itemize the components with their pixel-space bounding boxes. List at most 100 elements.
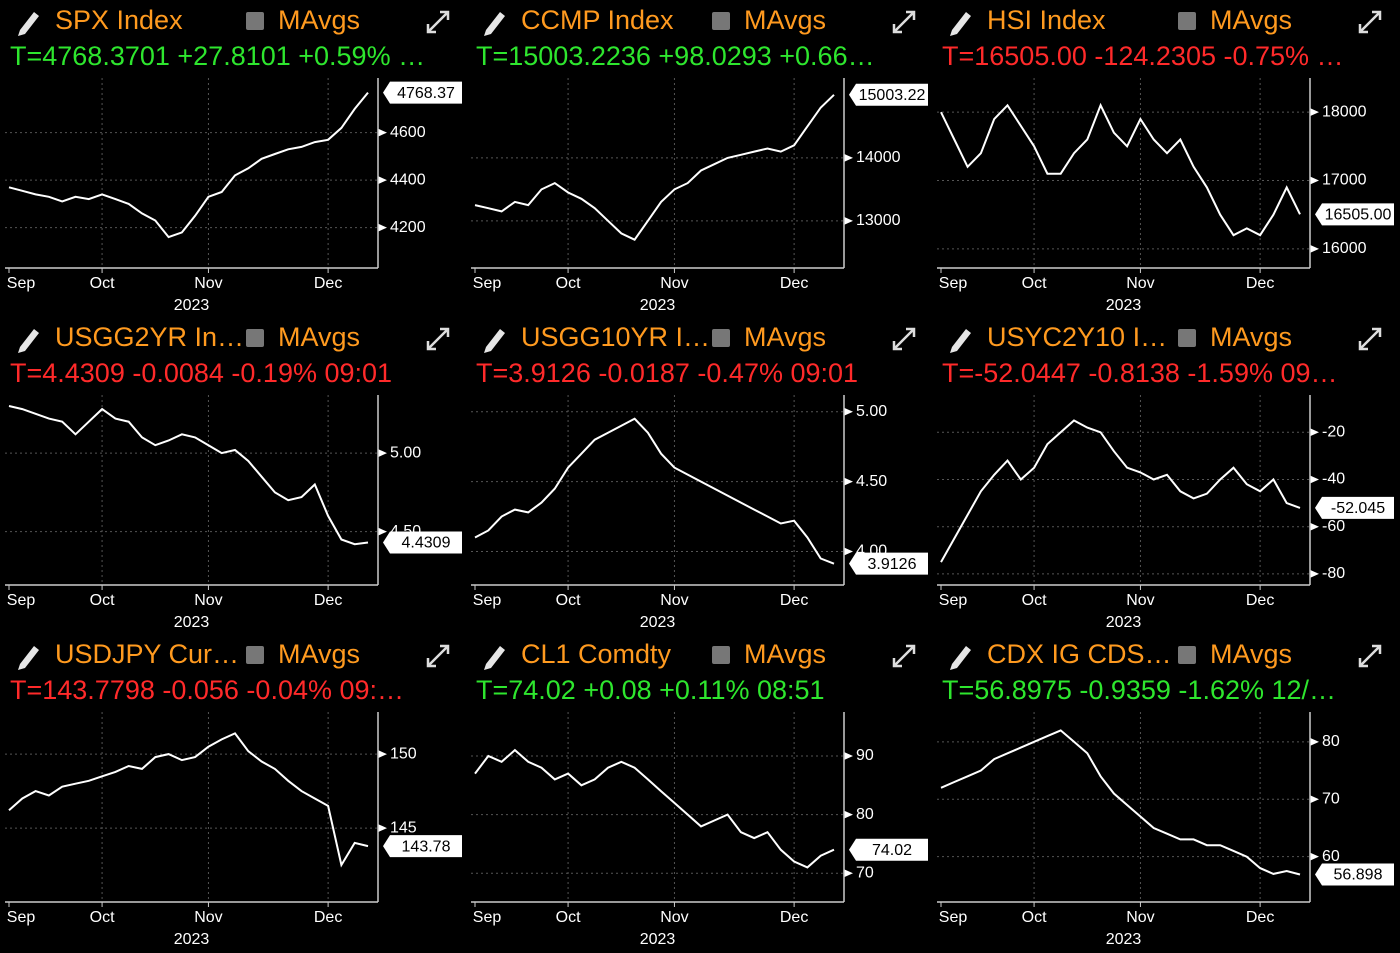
x-axis-label: 2023 bbox=[174, 297, 210, 314]
price-flag-label: 74.02 bbox=[872, 842, 912, 859]
tick-mark bbox=[378, 128, 387, 137]
x-tick-label: Dec bbox=[780, 275, 808, 292]
x-tick-label: Oct bbox=[1022, 592, 1047, 609]
quote: T=143.7798 -0.056 -0.04% 09:… bbox=[10, 675, 404, 705]
y-tick-label: 150 bbox=[390, 745, 417, 762]
x-axis-label: 2023 bbox=[1106, 614, 1142, 631]
expand-icon[interactable] bbox=[426, 644, 450, 668]
mavgs-checkbox[interactable] bbox=[712, 329, 730, 347]
price-flag bbox=[849, 838, 928, 861]
mavgs-checkbox[interactable] bbox=[1178, 12, 1196, 30]
edit-icon[interactable] bbox=[484, 12, 505, 36]
tick-mark bbox=[1310, 244, 1319, 253]
expand-icon[interactable] bbox=[1358, 327, 1382, 351]
mavgs-checkbox[interactable] bbox=[1178, 329, 1196, 347]
price-flag bbox=[1315, 496, 1394, 519]
edit-icon[interactable] bbox=[18, 329, 39, 353]
price-line bbox=[474, 94, 835, 241]
price-line bbox=[474, 417, 835, 565]
tick-mark bbox=[1310, 428, 1319, 437]
x-axis-label: 2023 bbox=[174, 931, 210, 948]
tick-mark bbox=[1310, 108, 1319, 117]
expand-icon[interactable] bbox=[426, 327, 450, 351]
expand-icon[interactable] bbox=[892, 10, 916, 34]
chart-panel: USGG10YR I… MAvgs T=3.9126 -0.0187 -0.47% … bbox=[471, 322, 928, 631]
price-flag-label: 143.78 bbox=[402, 838, 451, 855]
price-flag-label: 15003.22 bbox=[859, 87, 926, 104]
tick-mark bbox=[844, 477, 853, 486]
x-tick-label: Oct bbox=[1022, 275, 1047, 292]
y-tick-label: 4400 bbox=[390, 171, 426, 188]
x-tick-label: Sep bbox=[7, 592, 36, 609]
x-tick-label: Sep bbox=[7, 275, 36, 292]
price-line bbox=[940, 102, 1301, 237]
tick-mark bbox=[378, 223, 387, 232]
tick-mark bbox=[378, 527, 387, 536]
y-tick-label: -60 bbox=[1322, 518, 1345, 535]
price-flag-label: 4.4309 bbox=[402, 535, 451, 552]
price-flag bbox=[1315, 203, 1394, 226]
chart-title: HSI Index bbox=[987, 5, 1106, 35]
x-tick-label: Nov bbox=[194, 909, 222, 926]
price-line bbox=[940, 729, 1301, 876]
x-tick-label: Dec bbox=[1246, 592, 1274, 609]
x-axis-label: 2023 bbox=[640, 297, 676, 314]
x-tick-label: Nov bbox=[1126, 275, 1154, 292]
edit-icon[interactable] bbox=[950, 646, 971, 670]
chart-title: USDJPY Cur… bbox=[55, 639, 239, 669]
x-axis-label: 2023 bbox=[174, 614, 210, 631]
mavgs-checkbox[interactable] bbox=[246, 329, 264, 347]
edit-icon[interactable] bbox=[950, 329, 971, 353]
x-tick-label: Sep bbox=[939, 909, 968, 926]
edit-icon[interactable] bbox=[950, 12, 971, 36]
x-tick-label: Dec bbox=[1246, 909, 1274, 926]
tick-mark bbox=[378, 750, 387, 759]
quote: T=74.02 +0.08 +0.11% 08:51 bbox=[476, 675, 825, 705]
quote: T=4.4309 -0.0084 -0.19% 09:01 bbox=[10, 358, 392, 388]
tick-mark bbox=[1310, 522, 1319, 531]
y-tick-label: 5.00 bbox=[390, 444, 421, 461]
price-flag bbox=[1315, 863, 1394, 886]
expand-icon[interactable] bbox=[426, 10, 450, 34]
x-axis-label: 2023 bbox=[1106, 931, 1142, 948]
expand-icon[interactable] bbox=[1358, 10, 1382, 34]
price-flag bbox=[383, 531, 462, 554]
price-flag-label: -52.045 bbox=[1331, 500, 1385, 517]
x-tick-label: Dec bbox=[1246, 275, 1274, 292]
x-tick-label: Nov bbox=[660, 592, 688, 609]
x-tick-label: Dec bbox=[314, 592, 342, 609]
mavgs-label: MAvgs bbox=[278, 322, 360, 352]
y-tick-label: 80 bbox=[856, 806, 874, 823]
price-flag-label: 56.898 bbox=[1334, 867, 1383, 884]
mavgs-checkbox[interactable] bbox=[246, 12, 264, 30]
tick-mark bbox=[378, 449, 387, 458]
expand-icon[interactable] bbox=[892, 327, 916, 351]
expand-icon[interactable] bbox=[892, 644, 916, 668]
chart-panel: CDX IG CDS… MAvgs T=56.8975 -0.9359 -1.62%… bbox=[937, 639, 1394, 948]
tick-mark bbox=[844, 869, 853, 878]
price-flag bbox=[849, 83, 928, 106]
y-tick-label: 18000 bbox=[1322, 103, 1367, 120]
edit-icon[interactable] bbox=[18, 12, 39, 36]
x-tick-label: Dec bbox=[780, 909, 808, 926]
quote: T=-52.0447 -0.8138 -1.59% 09… bbox=[942, 358, 1338, 388]
chart-title: CDX IG CDS… bbox=[987, 639, 1172, 669]
chart-title: CL1 Comdty bbox=[521, 639, 672, 669]
edit-icon[interactable] bbox=[484, 646, 505, 670]
tick-mark bbox=[1310, 475, 1319, 484]
chart-panel: HSI Index MAvgs T=16505.00 -124.2305 -0.75… bbox=[937, 5, 1394, 314]
mavgs-checkbox[interactable] bbox=[246, 646, 264, 664]
mavgs-label: MAvgs bbox=[1210, 322, 1292, 352]
mavgs-checkbox[interactable] bbox=[712, 646, 730, 664]
edit-icon[interactable] bbox=[18, 646, 39, 670]
mavgs-checkbox[interactable] bbox=[712, 12, 730, 30]
tick-mark bbox=[844, 751, 853, 760]
tick-mark bbox=[844, 407, 853, 416]
expand-icon[interactable] bbox=[1358, 644, 1382, 668]
x-tick-label: Nov bbox=[660, 909, 688, 926]
chart-panel: USGG2YR In… MAvgs T=4.4309 -0.0084 -0.19% … bbox=[5, 322, 462, 631]
y-tick-label: 70 bbox=[1322, 790, 1340, 807]
mavgs-checkbox[interactable] bbox=[1178, 646, 1196, 664]
edit-icon[interactable] bbox=[484, 329, 505, 353]
